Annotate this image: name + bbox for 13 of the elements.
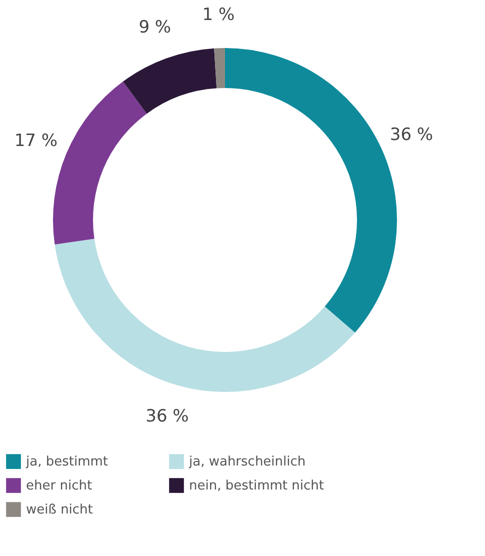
legend-label: ja, wahrscheinlich	[188, 454, 306, 470]
donut-slice	[214, 48, 225, 88]
donut-slice	[54, 238, 355, 392]
data-label: 17 %	[14, 130, 58, 151]
donut-slice	[123, 48, 217, 114]
legend-label: nein, bestimmt nicht	[189, 478, 324, 494]
legend-label: weiß nicht	[26, 502, 93, 518]
data-label: 9 %	[138, 17, 172, 38]
legend-label: eher nicht	[26, 478, 92, 494]
legend-label: ja, bestimmt	[25, 454, 108, 470]
data-label: 36 %	[146, 406, 189, 427]
data-label: 1 %	[202, 5, 235, 26]
data-label: 36 %	[390, 124, 434, 145]
